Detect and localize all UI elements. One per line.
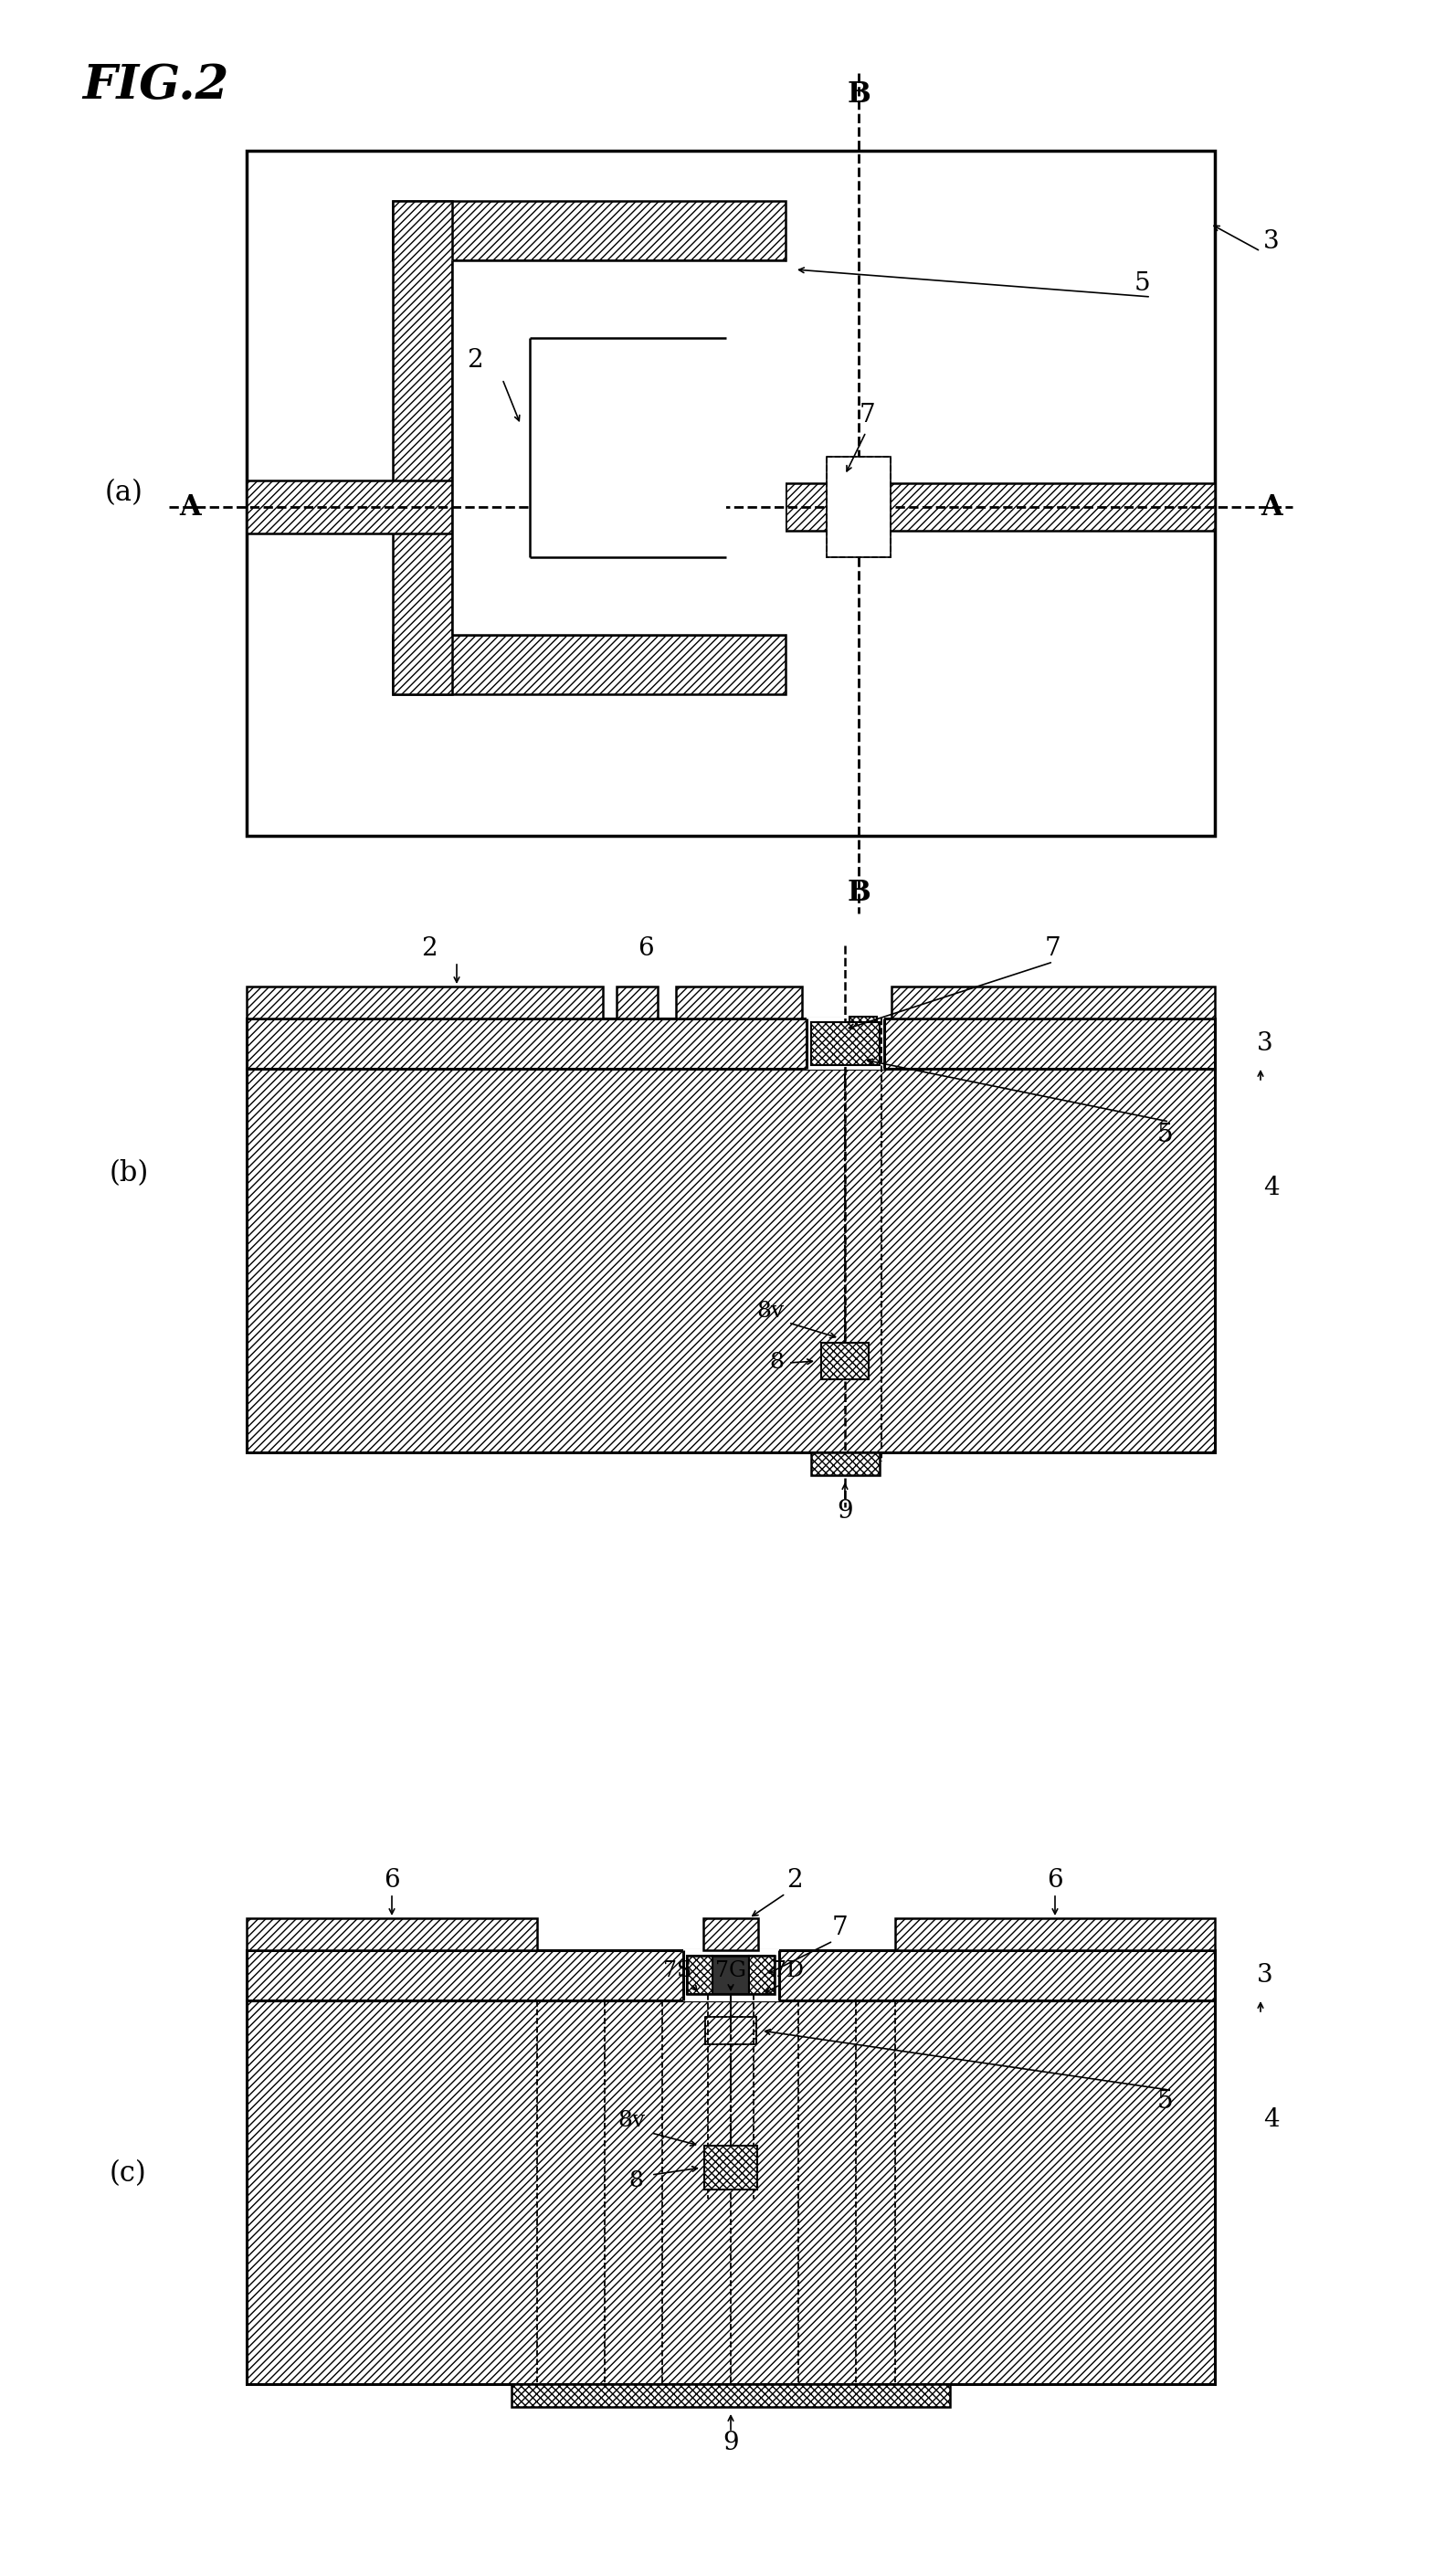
Text: FIG.2: FIG.2 [82, 62, 229, 108]
Bar [511, 2384, 949, 2408]
Bar [705, 2145, 757, 2189]
Text: (a): (a) [105, 479, 143, 507]
Text: 3: 3 [1257, 1030, 1273, 1056]
Text: B: B [847, 80, 871, 108]
Text: 9: 9 [837, 1499, 853, 1524]
Bar [712, 1954, 748, 1993]
Text: 2: 2 [421, 935, 437, 960]
Text: 6: 6 [1047, 1867, 1063, 1893]
Text: 7S: 7S [664, 1960, 692, 1983]
Text: 6: 6 [638, 935, 654, 960]
Bar [827, 456, 891, 556]
Bar [246, 2001, 1214, 2384]
Text: B: B [847, 878, 871, 906]
Bar [705, 2016, 756, 2045]
Bar [786, 484, 1214, 530]
Text: 8v: 8v [756, 1300, 783, 1321]
Bar [616, 986, 658, 1020]
Text: 2: 2 [786, 1867, 802, 1893]
Text: 7: 7 [833, 1916, 849, 1939]
Bar [811, 1022, 879, 1066]
Bar [807, 1017, 884, 1069]
Bar [827, 456, 891, 556]
Text: 2: 2 [467, 348, 483, 373]
Bar [470, 556, 727, 615]
Text: A: A [179, 492, 201, 520]
Text: 8: 8 [769, 1352, 783, 1372]
Bar [687, 1954, 775, 1993]
Text: (c): (c) [109, 2160, 147, 2189]
Bar [676, 986, 802, 1020]
Text: 7: 7 [1045, 935, 1061, 960]
Text: 4: 4 [1264, 2106, 1280, 2132]
Bar [393, 636, 786, 695]
Bar [246, 152, 1214, 837]
Text: 5: 5 [1156, 1123, 1172, 1146]
Bar [683, 1949, 779, 2001]
Text: 6: 6 [384, 1867, 400, 1893]
Bar [453, 260, 786, 636]
Bar [748, 1954, 775, 1993]
Bar [530, 337, 727, 556]
Bar [703, 1918, 759, 1949]
Text: 5: 5 [1156, 2088, 1172, 2114]
Text: 7: 7 [859, 404, 877, 427]
Text: 3: 3 [1264, 229, 1280, 255]
Text: 5: 5 [1134, 270, 1150, 296]
Bar [246, 1949, 1214, 2001]
Bar [470, 278, 727, 337]
Bar [811, 1452, 879, 1475]
Text: 9: 9 [722, 2431, 738, 2457]
Text: 4: 4 [1264, 1174, 1280, 1200]
Bar [246, 1020, 1214, 1069]
Bar [891, 986, 1214, 1020]
Bar [246, 1918, 537, 1949]
Bar [705, 2016, 756, 2045]
Text: 8v: 8v [617, 2109, 645, 2130]
Bar [246, 1069, 1214, 1452]
Text: A: A [1261, 492, 1283, 520]
Text: 7D: 7D [773, 1960, 804, 1983]
Bar [687, 1954, 712, 1993]
Bar [470, 278, 530, 615]
Bar [393, 201, 453, 695]
Bar [849, 1017, 877, 1063]
Bar [246, 482, 453, 533]
Bar [246, 986, 603, 1020]
Text: (b): (b) [109, 1159, 149, 1187]
Bar [393, 201, 786, 260]
Text: 7G: 7G [715, 1960, 747, 1983]
Bar [821, 1342, 869, 1380]
Text: 3: 3 [1257, 1962, 1273, 1988]
Text: 8: 8 [629, 2171, 644, 2191]
Bar [895, 1918, 1214, 1949]
